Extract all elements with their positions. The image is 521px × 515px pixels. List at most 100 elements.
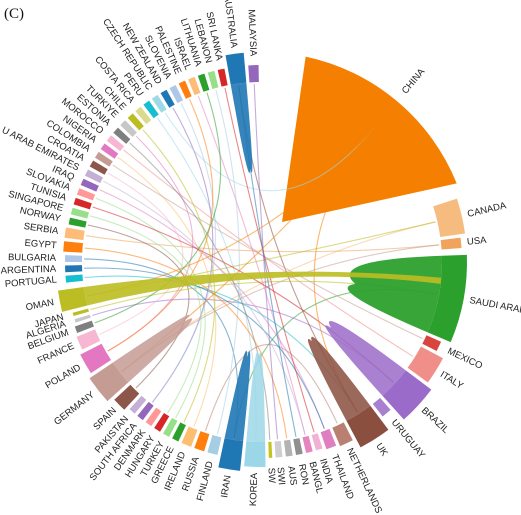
sector-estonia [113, 127, 131, 144]
sector-layer [58, 52, 467, 471]
sector-canada [433, 198, 466, 237]
sector-belgium [74, 320, 94, 333]
sector-thailand [320, 428, 337, 450]
sector-u-arab-emirates [84, 169, 104, 184]
sector-israel [188, 76, 201, 96]
chord-ribbon [215, 89, 240, 435]
node-label: MALAYSIA [245, 9, 258, 57]
chord-ribbon [84, 267, 325, 429]
sector-netherlands [332, 422, 353, 447]
chord-band [230, 82, 253, 173]
sector-slovenia [169, 84, 184, 104]
node-label: SW [265, 468, 277, 484]
chord-ribbon [84, 247, 288, 439]
node-label: KOREA [248, 472, 260, 506]
node-label: SWI [274, 467, 287, 486]
chord-ribbon [94, 92, 222, 324]
chord-ribbon [151, 103, 217, 403]
sector-mexico [422, 335, 442, 351]
sector-india [311, 433, 323, 451]
chord-ribbon [99, 189, 325, 429]
sector-france [76, 329, 101, 350]
node-label: POLAND [44, 362, 83, 391]
chord-band [83, 271, 442, 306]
node-label: URUGUAY [389, 417, 428, 461]
sector-japan [72, 308, 89, 317]
node-label: GERMANY [52, 389, 97, 428]
sector-ron [293, 438, 303, 456]
sector-chile [127, 113, 144, 131]
sector-lebanon [207, 70, 219, 89]
node-label: EGYPT [24, 238, 57, 252]
sector-spain [114, 384, 140, 410]
chord-ribbon [95, 197, 206, 418]
sector-denmark [145, 407, 162, 427]
node-label: CANADA [466, 200, 508, 220]
chord-band [246, 351, 266, 443]
sector-bangl [302, 435, 313, 453]
chord-band [325, 320, 406, 396]
chord-ribbon [197, 95, 306, 435]
sector-singapore [70, 207, 89, 219]
sector-germany [89, 362, 129, 402]
panel-label: (C) [4, 6, 24, 22]
sector-argentina [65, 265, 83, 273]
node-label: IRAN [219, 474, 233, 498]
sector-pakistan [129, 395, 147, 414]
chord-band [112, 314, 193, 383]
sector-costa-rica [135, 106, 152, 125]
node-label: UK [373, 441, 390, 459]
sector-greece [172, 422, 186, 442]
sector-malaysia [248, 65, 259, 83]
sector-turkiye [120, 120, 137, 137]
node-label: SAUDI ARABIA [468, 295, 521, 318]
sector-australia [225, 52, 247, 85]
chord-ribbon [85, 235, 440, 253]
sector-south-africa [137, 401, 154, 421]
sector-russia [194, 431, 210, 452]
node-label: USA [467, 235, 488, 248]
node-label: RON [296, 463, 311, 486]
sector-sri-lanka [217, 68, 228, 87]
sector-korea [244, 441, 266, 468]
ribbon-layer [83, 56, 457, 443]
sector-italy [407, 346, 444, 383]
chord-ribbon [204, 344, 338, 431]
chord-ribbon [99, 172, 184, 335]
node-label: ARGENTINA [1, 264, 57, 277]
china-fan [282, 56, 457, 222]
node-label: PORTUGAL [4, 274, 57, 289]
sector-uk [346, 405, 389, 448]
sector-algeria [74, 314, 91, 323]
node-label: ITALY [438, 369, 466, 392]
chord-band [347, 255, 443, 333]
sector-finland [207, 435, 222, 455]
node-label: AUS [285, 465, 299, 486]
sector-slovakia [76, 188, 96, 201]
sector-serbia [64, 227, 85, 241]
chord-ribbon [107, 99, 214, 352]
sector-egypt [63, 241, 83, 253]
sector-ireland [181, 426, 198, 447]
sector-sw [268, 441, 273, 458]
chord-ribbon [253, 84, 279, 440]
sector-poland [80, 343, 112, 374]
sector-saudi-arabia [427, 254, 467, 343]
sector-palestine [178, 80, 192, 99]
sector-turkey [163, 417, 178, 437]
sector-norway [68, 217, 87, 228]
chord-ribbon [164, 112, 377, 192]
sector-tunisia [73, 197, 92, 210]
node-label: CHINA [400, 66, 428, 96]
sector-nigeria [100, 143, 119, 159]
sector-peru [143, 100, 159, 119]
sector-bulgaria [65, 255, 83, 262]
sector-iran [218, 438, 244, 471]
chord-band [224, 350, 251, 442]
sector-aus [283, 439, 293, 457]
chord-ribbon [89, 215, 202, 414]
node-label: BULGARIA [8, 252, 57, 264]
sector-croatia [89, 160, 108, 175]
sector-new-zealand [160, 89, 175, 108]
